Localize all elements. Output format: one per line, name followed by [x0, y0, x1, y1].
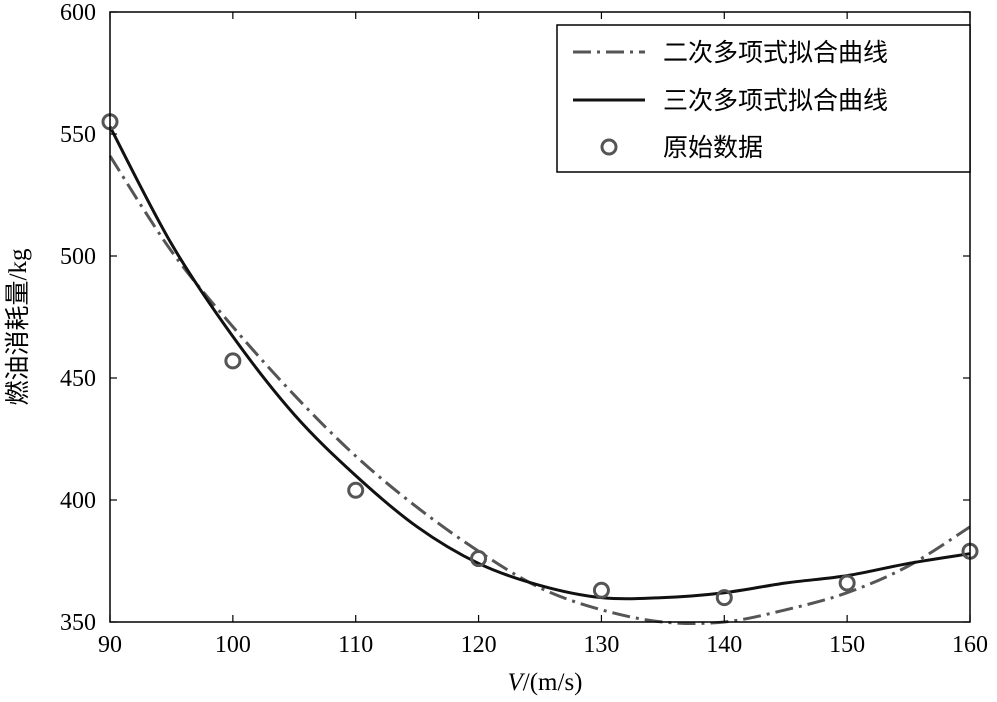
chart-marks: [101, 113, 979, 626]
data-point: [347, 481, 365, 499]
y-tick-label: 500: [60, 244, 96, 270]
series-line-1: [108, 125, 971, 601]
data-point: [470, 550, 488, 568]
x-tick-label: 160: [952, 632, 988, 658]
legend-label-2: 原始数据: [663, 134, 763, 162]
x-tick-label: 120: [461, 632, 497, 658]
x-tick-label: 110: [338, 632, 373, 658]
x-tick-label: 150: [829, 632, 865, 658]
data-point: [838, 574, 856, 592]
plot-frame: [109, 11, 971, 623]
x-axis-title: V/(m/s): [508, 669, 583, 696]
y-tick-label: 450: [60, 366, 96, 392]
series-line-0: [108, 155, 971, 626]
y-tick-label: 550: [60, 122, 96, 148]
x-tick-label: 130: [583, 632, 619, 658]
x-tick-label: 140: [706, 632, 742, 658]
legend-label-0: 二次多项式拟合曲线: [663, 39, 888, 67]
data-point: [224, 352, 242, 370]
x-axis-title-unit: /(m/s): [523, 669, 583, 696]
data-point: [715, 589, 733, 607]
legend-swatch-2: [600, 138, 618, 156]
data-point: [592, 581, 610, 599]
y-tick-label: 400: [60, 488, 96, 514]
x-tick-label: 90: [98, 632, 122, 658]
legend-label-1: 三次多项式拟合曲线: [663, 87, 888, 115]
x-tick-label: 100: [215, 632, 251, 658]
y-tick-label: 350: [60, 610, 96, 636]
y-axis-title: 燃油消耗量/kg: [4, 248, 32, 405]
axis-ticks: 90 100 110 120 130 140 150 160 350 400 450 500 550 60…: [60, 0, 988, 658]
y-tick-label: 600: [60, 0, 96, 26]
x-axis-title-variable: V: [508, 669, 526, 696]
